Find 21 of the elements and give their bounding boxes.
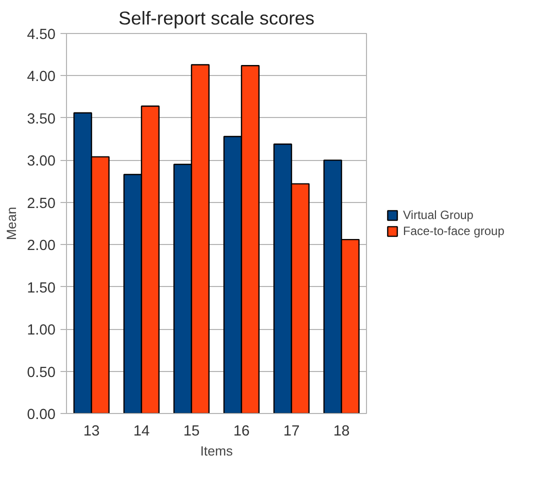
- y-tick-label: 3.50: [26, 111, 56, 128]
- x-tick-label: 16: [233, 424, 250, 440]
- y-tick-label: 1.50: [26, 280, 56, 296]
- x-tick-label: 17: [283, 424, 300, 440]
- legend-label: Face-to-face group: [403, 224, 504, 238]
- x-tick-label: 15: [183, 424, 200, 440]
- x-axis-title: Items: [200, 444, 234, 458]
- x-tick-label: 14: [133, 424, 150, 440]
- y-tick-label: 3.00: [26, 154, 56, 170]
- y-tick-label: 2.00: [26, 238, 56, 254]
- y-tick-label: 4.50: [26, 27, 56, 43]
- y-tick-label: 2.50: [26, 196, 56, 212]
- y-tick-label: 4.00: [26, 69, 56, 86]
- y-tick-label: 0.00: [26, 407, 56, 423]
- chart-title: Self-report scale scores: [118, 8, 314, 28]
- y-axis-title: Mean: [4, 206, 19, 240]
- x-tick-label: 18: [333, 424, 350, 440]
- y-tick-label: 1.00: [26, 322, 56, 339]
- legend-label: Virtual Group: [403, 208, 474, 222]
- y-tick-label: 0.50: [26, 364, 56, 381]
- x-tick-label: 13: [83, 424, 100, 440]
